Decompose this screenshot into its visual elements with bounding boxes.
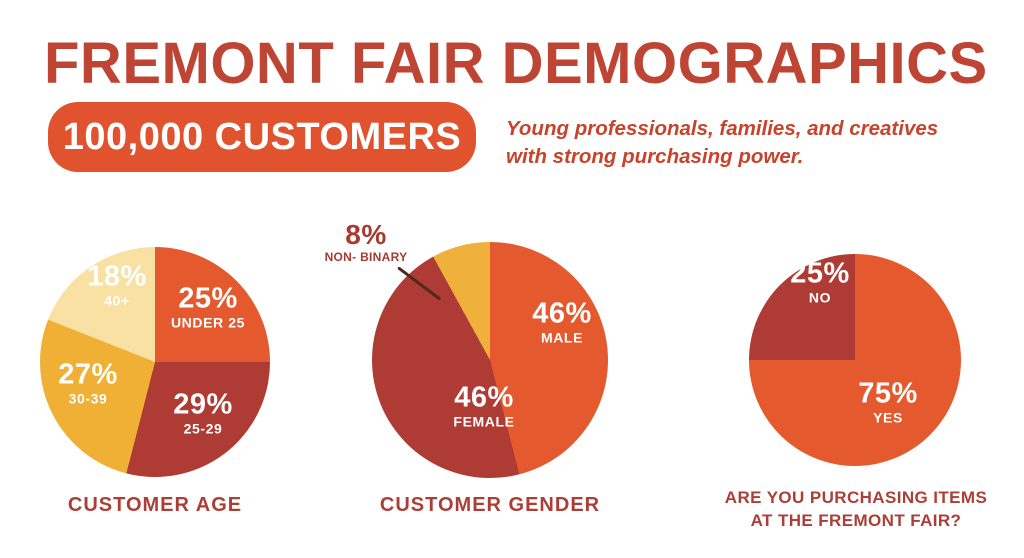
callout-line	[397, 266, 442, 301]
slice-label-yes: 75% YES	[858, 378, 918, 425]
slice-label-female: 46% FEMALE	[453, 382, 514, 429]
page-title: FREMONT FAIR DEMOGRAPHICS	[44, 31, 988, 96]
pie-chart-customer-gender: 46% MALE 46% FEMALE 8% NON- BINARY	[325, 220, 608, 478]
chart-caption-line: CUSTOMER AGE	[67, 494, 243, 516]
slice-name: 25-29	[183, 420, 223, 437]
slice-name: 30-39	[68, 390, 108, 407]
caption-customer-age: CUSTOMER AGE	[20, 494, 290, 517]
caption-purchasing: ARE YOU PURCHASING ITEMS AT THE FREMONT F…	[698, 487, 1014, 533]
slice-name: YES	[873, 409, 903, 426]
slice-label-under-25: 25% UNDER 25	[171, 283, 245, 330]
slice-name: UNDER 25	[170, 314, 246, 331]
slice-percent: 27%	[58, 358, 118, 391]
caption-customer-gender: CUSTOMER GENDER	[355, 494, 625, 517]
slice-label-no: 25% NO	[790, 258, 850, 305]
chart-caption-line: ARE YOU PURCHASING ITEMS	[724, 488, 988, 507]
slice-name: 40+	[104, 292, 130, 309]
slice-label-non-binary: 8% NON- BINARY	[325, 220, 408, 264]
slice-label-40-: 18% 40+	[87, 261, 147, 308]
slice-percent: 25%	[790, 257, 850, 290]
chart-caption-line: CUSTOMER GENDER	[379, 494, 601, 516]
slice-percent: 29%	[173, 388, 233, 421]
chart-caption-line: AT THE FREMONT FAIR?	[750, 510, 962, 530]
pie-chart-purchasing: 25% NO 75% YES	[749, 254, 961, 466]
customers-badge: 100,000 CUSTOMERS	[48, 102, 476, 172]
slice-percent: 8%	[345, 219, 387, 251]
pie-chart-customer-age: 25% UNDER 25 29% 25-29 27% 30-39 18% 40+	[40, 247, 270, 477]
slice-label-male: 46% MALE	[532, 298, 592, 345]
slice-label-30-39: 27% 30-39	[58, 359, 118, 406]
slice-percent: 46%	[532, 297, 592, 330]
tagline: Young professionals, families, and creat…	[506, 115, 938, 170]
tagline-line-2: with strong purchasing power.	[506, 144, 804, 168]
tagline-line-1: Young professionals, families, and creat…	[506, 117, 939, 140]
slice-percent: 46%	[454, 381, 514, 414]
slice-percent: 18%	[87, 260, 147, 293]
slice-name: FEMALE	[453, 413, 515, 430]
customers-badge-label: 100,000 CUSTOMERS	[62, 115, 462, 158]
slice-name: NO	[808, 289, 832, 306]
slice-name: MALE	[540, 329, 584, 346]
slice-percent: 25%	[178, 282, 238, 315]
slice-name: NON- BINARY	[324, 250, 408, 265]
slice-label-25-29: 29% 25-29	[173, 389, 233, 436]
slice-percent: 75%	[858, 377, 918, 410]
